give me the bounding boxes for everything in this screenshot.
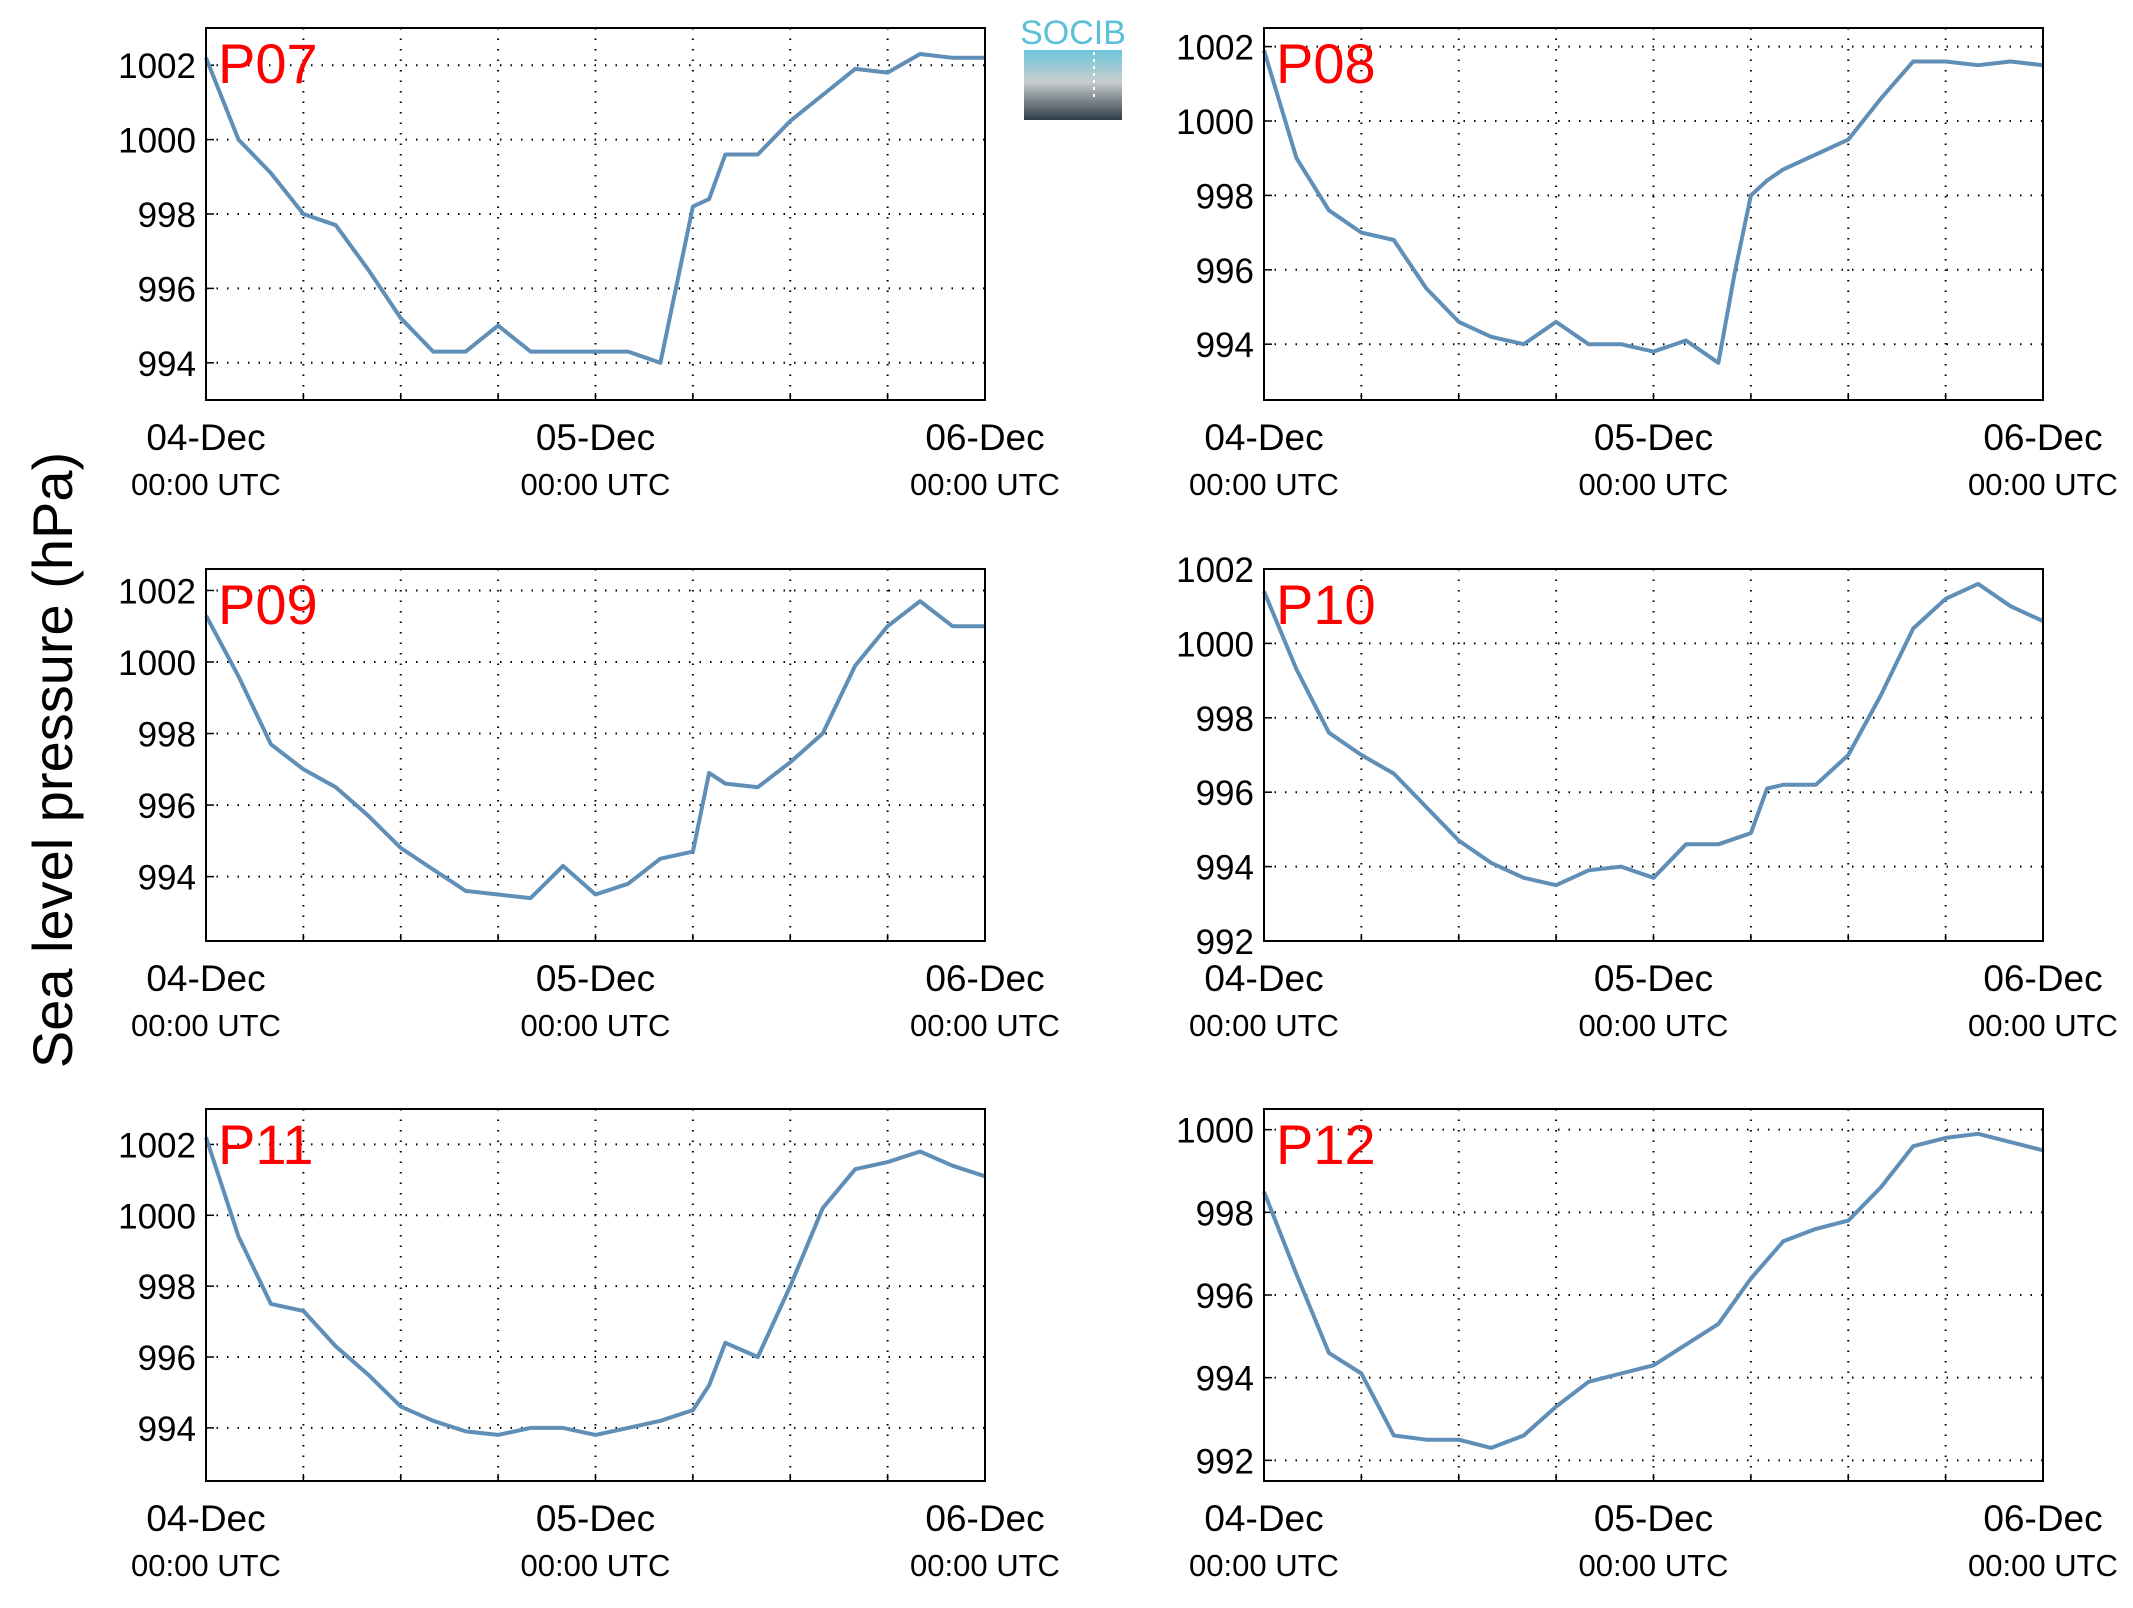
y-tick-label: 994 [1196, 326, 1254, 365]
x-tick-time-label: 00:00 UTC [910, 467, 1060, 502]
panel-p10: 992 994 996 998 1000 1002 P10 04-Dec 00:00 UTC 05… [1176, 551, 2118, 1043]
y-tick-label: 996 [138, 1339, 196, 1378]
y-tick-label: 996 [138, 787, 196, 826]
y-tick-label: 994 [138, 1410, 196, 1449]
pressure-line-p12 [1262, 1131, 2044, 1450]
y-tick-label: 1002 [118, 1126, 196, 1165]
x-tick-time-label: 00:00 UTC [1579, 1548, 1729, 1583]
y-tick-label: 996 [138, 270, 196, 309]
y-tick-label: 996 [1196, 774, 1254, 813]
socib-logo-text: SOCIB [1020, 14, 1126, 52]
socib-logo-block [1024, 50, 1122, 120]
y-tick-label: 998 [138, 196, 196, 235]
x-tick-date-label: 05-Dec [536, 958, 655, 999]
y-axis-label: Sea level pressure (hPa) [21, 452, 84, 1068]
x-tick-time-label: 00:00 UTC [1579, 1008, 1729, 1043]
y-tick-label: 998 [1196, 1194, 1254, 1233]
y-tick-label: 1000 [1176, 103, 1254, 142]
y-tick-label: 994 [138, 345, 196, 384]
x-tick-time-label: 00:00 UTC [131, 1548, 281, 1583]
x-tick-date-label: 04-Dec [146, 958, 265, 999]
pressure-line-p11 [204, 1136, 986, 1437]
station-label: P11 [218, 1113, 313, 1176]
panel-p11: 994 996 998 1000 1002 P11 04-Dec 00:00 UTC 05-De… [118, 1108, 1060, 1583]
y-tick-label: 996 [1196, 1277, 1254, 1316]
x-tick-time-label: 00:00 UTC [1968, 1008, 2118, 1043]
y-tick-label: 998 [138, 716, 196, 755]
pressure-line-p10 [1262, 581, 2044, 888]
panel-p09: 994 996 998 1000 1002 P09 04-Dec 00:00 UTC 05-De… [118, 568, 1060, 1043]
x-tick-time-label: 00:00 UTC [131, 467, 281, 502]
axes-frame [205, 27, 986, 401]
y-tick-label: 994 [138, 859, 196, 898]
axes-frame [1263, 27, 2044, 401]
x-tick-date-label: 06-Dec [925, 417, 1044, 458]
x-tick-time-label: 00:00 UTC [1189, 1008, 1339, 1043]
y-tick-label: 998 [1196, 700, 1254, 739]
y-tick-label: 1002 [1176, 29, 1254, 68]
x-tick-time-label: 00:00 UTC [1579, 467, 1729, 502]
pressure-line-p09 [204, 599, 985, 901]
y-tick-label: 1000 [1176, 1112, 1254, 1151]
x-tick-time-label: 00:00 UTC [910, 1548, 1060, 1583]
socib-logo: SOCIB [1020, 14, 1126, 120]
pressure-line-p07 [204, 52, 985, 365]
x-tick-date-label: 05-Dec [1594, 1498, 1713, 1539]
x-tick-time-label: 00:00 UTC [1189, 1548, 1339, 1583]
y-tick-label: 992 [1196, 923, 1254, 962]
x-tick-time-label: 00:00 UTC [1189, 467, 1339, 502]
x-tick-time-label: 00:00 UTC [910, 1008, 1060, 1043]
station-label: P12 [1276, 1113, 1376, 1176]
y-tick-label: 1000 [1176, 625, 1254, 664]
x-tick-time-label: 00:00 UTC [521, 1548, 671, 1583]
y-tick-label: 996 [1196, 252, 1254, 291]
y-tick-label: 1000 [118, 644, 196, 683]
y-tick-label: 992 [1196, 1442, 1254, 1481]
x-tick-time-label: 00:00 UTC [1968, 1548, 2118, 1583]
x-tick-date-label: 04-Dec [1204, 417, 1323, 458]
x-tick-date-label: 06-Dec [1983, 417, 2102, 458]
y-tick-label: 998 [1196, 177, 1254, 216]
panel-p08: 994 996 998 1000 1002 P08 04-Dec 00:00 UTC 05-De… [1176, 27, 2118, 502]
x-tick-date-label: 05-Dec [536, 1498, 655, 1539]
x-tick-time-label: 00:00 UTC [521, 1008, 671, 1043]
station-label: P09 [218, 573, 318, 636]
x-tick-date-label: 05-Dec [1594, 417, 1713, 458]
station-label: P07 [218, 32, 318, 95]
axes-frame [205, 1108, 986, 1482]
station-label: P08 [1276, 32, 1376, 95]
y-tick-label: 994 [1196, 849, 1254, 888]
y-tick-label: 1002 [118, 47, 196, 86]
x-tick-date-label: 05-Dec [536, 417, 655, 458]
axes-frame [1263, 568, 2044, 942]
x-tick-date-label: 06-Dec [1983, 958, 2102, 999]
y-tick-label: 1000 [118, 1197, 196, 1236]
x-tick-date-label: 04-Dec [1204, 958, 1323, 999]
x-tick-date-label: 05-Dec [1594, 958, 1713, 999]
x-tick-date-label: 06-Dec [925, 958, 1044, 999]
x-tick-date-label: 04-Dec [1204, 1498, 1323, 1539]
panel-p07: 994 996 998 1000 1002 P07 04-Dec 00:00 UTC 05-De… [118, 27, 1060, 502]
station-label: P10 [1276, 573, 1376, 636]
x-tick-time-label: 00:00 UTC [521, 467, 671, 502]
x-tick-date-label: 04-Dec [146, 1498, 265, 1539]
y-tick-label: 998 [138, 1268, 196, 1307]
axes-frame [1263, 1108, 2044, 1482]
pressure-line-p08 [1262, 49, 2044, 365]
x-tick-time-label: 00:00 UTC [131, 1008, 281, 1043]
panel-p12: 992 994 996 998 1000 P12 04-Dec 00:00 UTC 05-Dec… [1176, 1108, 2118, 1583]
axes-frame [205, 568, 986, 942]
x-tick-date-label: 06-Dec [925, 1498, 1044, 1539]
y-tick-label: 1000 [118, 122, 196, 161]
y-tick-label: 1002 [1176, 551, 1254, 590]
y-tick-label: 994 [1196, 1360, 1254, 1399]
y-tick-label: 1002 [118, 572, 196, 611]
x-tick-date-label: 04-Dec [146, 417, 265, 458]
x-tick-date-label: 06-Dec [1983, 1498, 2102, 1539]
x-tick-time-label: 00:00 UTC [1968, 467, 2118, 502]
